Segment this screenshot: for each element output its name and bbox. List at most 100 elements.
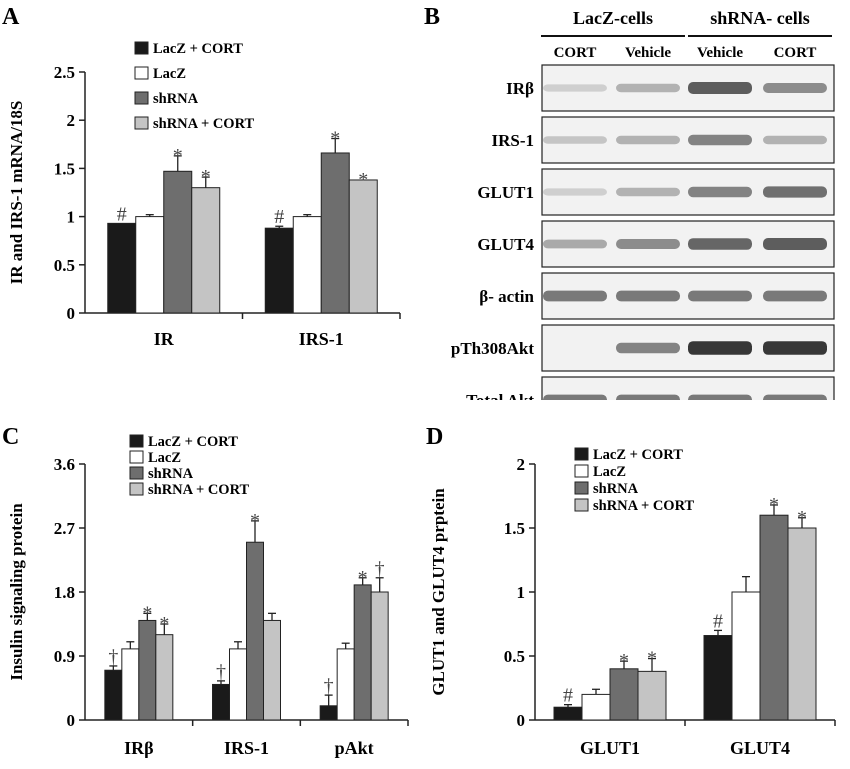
bar bbox=[138, 619, 157, 721]
bar bbox=[229, 648, 247, 721]
x-tick-label: pAkt bbox=[335, 738, 374, 758]
significance-marker: * bbox=[250, 510, 260, 532]
y-tick-label: 0 bbox=[67, 711, 76, 730]
y-tick-label: 1 bbox=[67, 208, 76, 227]
y-tick-label: 2.7 bbox=[54, 519, 76, 538]
blot-band bbox=[688, 82, 752, 94]
x-tick-label: IR bbox=[154, 329, 175, 349]
blot-band bbox=[616, 83, 680, 93]
blot-row-label: GLUT4 bbox=[477, 235, 534, 254]
legend-label: shRNA bbox=[593, 481, 639, 497]
blot-band bbox=[688, 186, 752, 198]
y-tick-label: 1.8 bbox=[54, 583, 75, 602]
blot-band bbox=[763, 238, 827, 250]
significance-marker: † bbox=[108, 646, 118, 668]
legend-swatch bbox=[574, 481, 589, 495]
blot-band bbox=[616, 187, 680, 197]
bar bbox=[320, 152, 350, 314]
legend-label: shRNA + CORT bbox=[593, 498, 695, 514]
blot-band bbox=[616, 290, 680, 302]
significance-marker: † bbox=[375, 558, 385, 580]
bar bbox=[319, 705, 338, 721]
bar bbox=[353, 584, 372, 721]
blot-band bbox=[616, 394, 680, 406]
bar bbox=[155, 634, 174, 721]
legend-swatch bbox=[134, 41, 149, 55]
bar bbox=[336, 648, 355, 721]
significance-marker: # bbox=[274, 206, 284, 228]
panel-a: A IR and IRS-1 mRNA/18S 0 0.5 1 1.5 2 2.5 IR # * * I… bbox=[0, 0, 420, 370]
blot-band bbox=[543, 188, 607, 196]
legend-label: LacZ bbox=[148, 450, 181, 466]
legend-swatch bbox=[574, 464, 589, 478]
panel-d: D GLUT1 and GLUT4 prptein 0 0.5 1 1.5 2 GLUT1 # *… bbox=[420, 420, 850, 764]
y-tick-label: 1.5 bbox=[504, 519, 525, 538]
y-tick-label: 1 bbox=[517, 583, 526, 602]
y-axis-label: Insulin signaling protein bbox=[7, 503, 26, 681]
western-blot: B LacZ-cells shRNA- cells CORT Vehicle Vehicl… bbox=[424, 4, 835, 424]
x-tick-label: GLUT1 bbox=[580, 738, 640, 758]
bar bbox=[246, 541, 264, 721]
bar bbox=[135, 216, 165, 314]
blot-band bbox=[543, 290, 607, 302]
bar bbox=[370, 591, 389, 721]
bar bbox=[263, 619, 281, 721]
lane-label: Vehicle bbox=[625, 45, 671, 61]
blot-band bbox=[763, 290, 827, 302]
legend-swatch bbox=[134, 116, 149, 130]
chart-c: C Insulin signaling protein 0 0.9 1.8 2.7 3.6 I… bbox=[2, 424, 409, 758]
legend-label: shRNA bbox=[148, 466, 194, 482]
panel-label-b: B bbox=[424, 4, 440, 30]
blot-band bbox=[688, 341, 752, 355]
blot-band bbox=[763, 341, 827, 355]
blot-band bbox=[543, 136, 607, 144]
blot-band bbox=[763, 186, 827, 198]
y-tick-label: 3.6 bbox=[54, 455, 75, 474]
blot-band bbox=[763, 394, 827, 406]
legend-label: LacZ bbox=[593, 464, 626, 480]
blot-band bbox=[616, 342, 680, 354]
significance-marker: # bbox=[563, 685, 573, 707]
significance-marker: * bbox=[173, 145, 183, 167]
significance-marker: * bbox=[159, 613, 169, 635]
legend-swatch bbox=[134, 91, 149, 105]
blot-band bbox=[616, 239, 680, 249]
lane-label: CORT bbox=[554, 45, 597, 61]
bar bbox=[191, 187, 221, 314]
legend-swatch bbox=[129, 434, 144, 448]
legend-label: shRNA + CORT bbox=[148, 482, 250, 498]
x-tick-label: IRS-1 bbox=[224, 738, 269, 758]
bar bbox=[107, 222, 137, 314]
legend-label: LacZ + CORT bbox=[593, 447, 683, 463]
bar bbox=[163, 170, 193, 314]
panel-b: B LacZ-cells shRNA- cells CORT Vehicle Vehicl… bbox=[420, 0, 850, 424]
y-axis-label: IR and IRS-1 mRNA/18S bbox=[7, 101, 26, 285]
blot-row-label: pTh308Akt bbox=[451, 339, 534, 358]
bar bbox=[787, 527, 817, 721]
y-tick-label: 1.5 bbox=[54, 159, 75, 178]
y-tick-label: 2 bbox=[67, 111, 76, 130]
bar bbox=[703, 635, 733, 721]
chart-d: D GLUT1 and GLUT4 prptein 0 0.5 1 1.5 2 GLUT1 # *… bbox=[426, 424, 836, 758]
blot-band bbox=[688, 134, 752, 146]
group-header: shRNA- cells bbox=[710, 8, 810, 28]
bar bbox=[609, 668, 639, 721]
panel-label-d: D bbox=[426, 424, 443, 450]
y-tick-label: 0.5 bbox=[54, 256, 75, 275]
y-tick-label: 0.5 bbox=[504, 647, 525, 666]
group-header: LacZ-cells bbox=[573, 8, 653, 28]
blot-band bbox=[688, 238, 752, 250]
y-tick-label: 2.5 bbox=[54, 63, 75, 82]
y-axis-label: GLUT1 and GLUT4 prptein bbox=[429, 488, 448, 696]
legend-swatch bbox=[129, 466, 144, 480]
blot-band bbox=[543, 239, 607, 249]
legend-label: shRNA bbox=[153, 91, 199, 107]
legend-swatch bbox=[574, 498, 589, 512]
y-tick-label: 0 bbox=[67, 304, 76, 323]
significance-marker: * bbox=[358, 567, 368, 589]
bar bbox=[637, 670, 667, 721]
bar bbox=[731, 591, 761, 721]
blot-row-label: IRβ bbox=[506, 79, 534, 98]
significance-marker: * bbox=[797, 507, 807, 529]
blot-band bbox=[763, 135, 827, 145]
